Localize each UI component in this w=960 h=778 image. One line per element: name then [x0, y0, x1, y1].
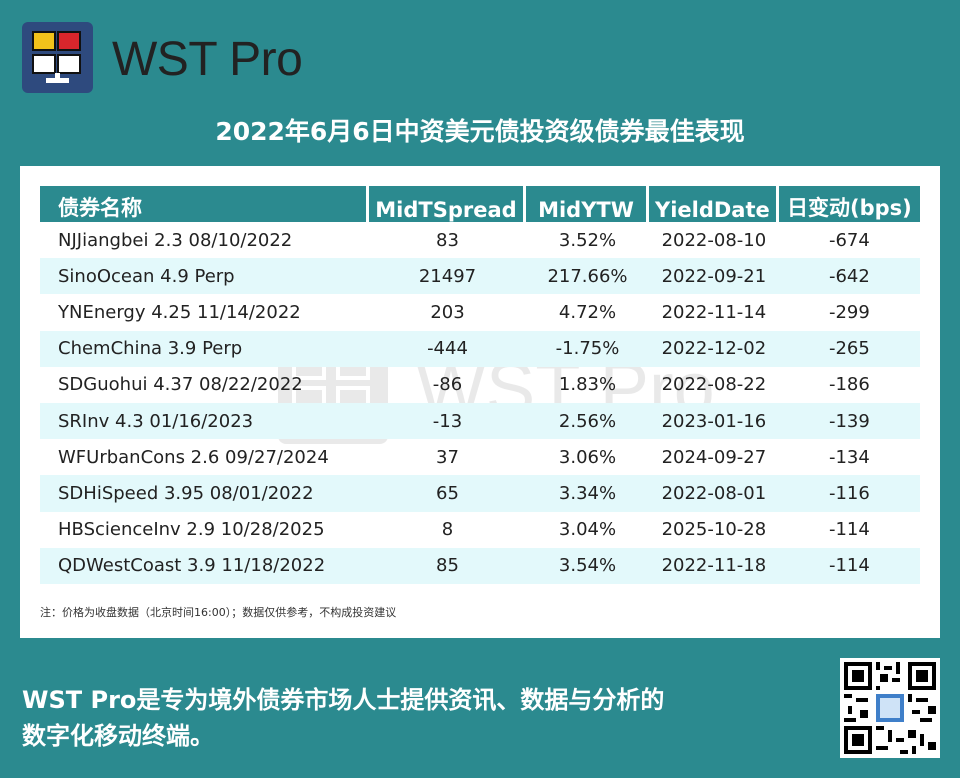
footer-line-2: 数字化移动终端。: [22, 722, 214, 750]
cell-bond-name: SDGuohui 4.37 08/22/2022: [58, 374, 303, 396]
cell-midtspread: 8: [441, 519, 454, 541]
col-header-midytw: MidYTW: [526, 186, 649, 222]
table-row: QDWestCoast 3.9 11/18/2022 85 3.54% 2022-11…: [40, 547, 920, 584]
cell-midtspread: -444: [369, 330, 526, 367]
cell-midtspread: 21497: [369, 258, 526, 295]
footer-line-1: WST Pro是专为境外债券市场人士提供资讯、数据与分析的: [22, 686, 665, 714]
cell-yielddate: 2024-09-27: [661, 446, 767, 468]
table-row: ChemChina 3.9 Perp -444 -1.75% 2022-12-02 -2…: [40, 330, 920, 367]
cell-daily-change: -674: [828, 229, 870, 251]
cell-daily-change: -114: [828, 519, 870, 541]
cell-bond-name: ChemChina 3.9 Perp: [40, 330, 369, 367]
cell-midytw: 3.54%: [526, 547, 649, 584]
table-row: HBScienceInv 2.9 10/28/2025 8 3.04% 2025-10…: [40, 512, 920, 548]
table-row: NJJiangbei 2.3 08/10/2022 83 3.52% 2022-08-…: [40, 222, 920, 258]
cell-yielddate: 2022-11-18: [649, 547, 779, 584]
cell-midtspread: -13: [369, 402, 526, 440]
table-row: YNEnergy 4.25 11/14/2022 203 4.72% 2022-11-…: [40, 294, 920, 330]
cell-midtspread: -86: [432, 374, 463, 396]
cell-yielddate: 2022-12-02: [649, 330, 779, 367]
cell-midytw: 3.04%: [558, 519, 617, 541]
bond-performance-table: 债券名称 MidTSpread MidYTW YieldDate 日变动(bps…: [40, 186, 920, 584]
cell-yielddate: 2022-09-21: [649, 258, 779, 295]
page-title: 2022年6月6日中资美元债投资级债券最佳表现: [215, 117, 745, 146]
cell-midytw: 4.72%: [558, 301, 617, 323]
col-header-bond-name: 债券名称: [40, 186, 369, 222]
footer-description: WST Pro是专为境外债券市场人士提供资讯、数据与分析的 数字化移动终端。: [22, 682, 782, 754]
col-header-yielddate: YieldDate: [649, 186, 779, 222]
col-header-midtspread: MidTSpread: [369, 186, 526, 222]
cell-bond-name: YNEnergy 4.25 11/14/2022: [58, 301, 301, 323]
cell-daily-change: -265: [778, 330, 920, 367]
cell-midytw: 3.06%: [558, 446, 617, 468]
brand-name: WST Pro: [112, 33, 303, 86]
cell-yielddate: 2022-11-14: [661, 301, 767, 323]
cell-midtspread: 37: [436, 446, 459, 468]
cell-bond-name: SinoOcean 4.9 Perp: [40, 258, 369, 295]
table-row: SRInv 4.3 01/16/2023 -13 2.56% 2023-01-16 -1…: [40, 402, 920, 440]
qr-code-icon: [840, 658, 940, 758]
cell-midtspread: 83: [436, 229, 459, 251]
cell-daily-change: -134: [828, 446, 870, 468]
cell-yielddate: 2022-08-22: [661, 374, 767, 396]
cell-midytw: 217.66%: [526, 258, 649, 295]
cell-daily-change: -116: [778, 475, 920, 512]
cell-bond-name: QDWestCoast 3.9 11/18/2022: [40, 547, 369, 584]
cell-daily-change: -299: [828, 301, 870, 323]
cell-bond-name: SRInv 4.3 01/16/2023: [40, 402, 369, 440]
cell-yielddate: 2022-08-01: [649, 475, 779, 512]
cell-daily-change: -186: [828, 374, 870, 396]
cell-midtspread: 65: [369, 475, 526, 512]
cell-bond-name: HBScienceInv 2.9 10/28/2025: [58, 519, 325, 541]
table-header-row: 债券名称 MidTSpread MidYTW YieldDate 日变动(bps…: [40, 186, 920, 222]
footnote: 注：价格为收盘数据（北京时间16:00）；数据仅供参考，不构成投资建议: [40, 606, 397, 619]
cell-midtspread: 85: [369, 547, 526, 584]
cell-bond-name: WFUrbanCons 2.6 09/27/2024: [58, 446, 329, 468]
cell-daily-change: -114: [778, 547, 920, 584]
cell-daily-change: -139: [778, 402, 920, 440]
cell-midytw: 3.34%: [526, 475, 649, 512]
cell-yielddate: 2025-10-28: [661, 519, 767, 541]
cell-midytw: 1.83%: [558, 374, 617, 396]
cell-midtspread: 203: [430, 301, 465, 323]
cell-yielddate: 2023-01-16: [649, 402, 779, 440]
cell-bond-name: NJJiangbei 2.3 08/10/2022: [58, 229, 293, 251]
wst-logo-icon: [22, 22, 93, 93]
cell-midytw: 2.56%: [526, 402, 649, 440]
table-row: SDHiSpeed 3.95 08/01/2022 65 3.34% 2022-08-…: [40, 475, 920, 512]
cell-yielddate: 2022-08-10: [661, 229, 767, 251]
col-header-daily-change: 日变动(bps): [778, 186, 920, 222]
table-row: WFUrbanCons 2.6 09/27/2024 37 3.06% 2024-09…: [40, 439, 920, 475]
cell-daily-change: -642: [778, 258, 920, 295]
cell-midytw: -1.75%: [526, 330, 649, 367]
table-panel: WST Pro 债券名称 MidTSpread MidYTW YieldDate…: [20, 166, 940, 638]
table-row: SDGuohui 4.37 08/22/2022 -86 1.83% 2022-08-…: [40, 367, 920, 403]
cell-midytw: 3.52%: [558, 229, 617, 251]
table-row: SinoOcean 4.9 Perp 21497 217.66% 2022-09-21…: [40, 258, 920, 295]
cell-bond-name: SDHiSpeed 3.95 08/01/2022: [40, 475, 369, 512]
